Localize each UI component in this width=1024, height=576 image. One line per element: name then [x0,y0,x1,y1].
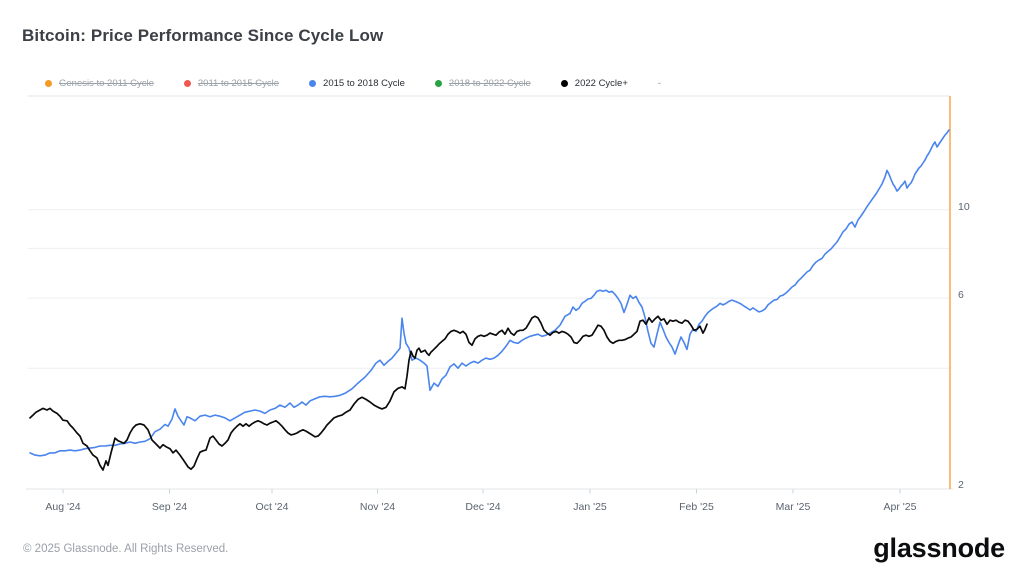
legend-item-label: 2018 to 2022 Cycle [448,78,531,89]
x-axis-label: Sep '24 [151,501,188,513]
series-line-2022-cycle- [29,315,708,471]
x-axis-label: Dec '24 [465,501,501,513]
y-axis-label: 2 [958,479,964,491]
x-axis-label: Mar '25 [775,501,811,513]
legend-item-4[interactable]: 2022 Cycle+ [560,78,628,89]
page-title: Bitcoin: Price Performance Since Cycle L… [22,26,384,45]
legend-item-label: Genesis to 2011 Cycle [59,78,154,89]
legend-item-1[interactable]: 2011 to 2015 Cycle [183,78,280,89]
glassnode-logo: glassnode [873,533,1005,563]
chart-legend: Genesis to 2011 Cycle 2011 to 2015 Cycle 2… [45,78,661,89]
legend-dot-icon [183,80,191,87]
legend-item-2[interactable]: 2015 to 2018 Cycle [309,78,405,89]
y-axis-label: 10 [958,200,970,213]
x-axis-label: Apr '25 [883,501,917,513]
legend-item-label: 2011 to 2015 Cycle [197,78,280,89]
x-axis-label: Oct '24 [255,501,289,513]
legend-item-label: 2015 to 2018 Cycle [323,78,405,89]
y-axis-label: 6 [958,289,964,302]
x-axis-label: Nov '24 [359,501,396,513]
x-axis-label: Aug '24 [45,501,81,513]
legend-dot-icon [434,80,442,87]
legend-item-label: - [657,78,662,89]
legend-item-5[interactable]: - [658,78,661,89]
legend-dot-icon [45,80,52,87]
copyright-text: © 2025 Glassnode. All Rights Reserved. [23,543,229,555]
legend-item-0[interactable]: Genesis to 2011 Cycle [45,78,154,89]
series-line-2015-to-2018-cycle [29,129,950,457]
x-axis-label: Feb '25 [679,501,714,513]
legend-dot-icon [560,80,568,87]
legend-item-label: 2022 Cycle+ [574,78,628,89]
x-axis-label: Jan '25 [573,501,607,513]
legend-item-3[interactable]: 2018 to 2022 Cycle [434,78,531,89]
legend-dot-icon [309,80,317,87]
